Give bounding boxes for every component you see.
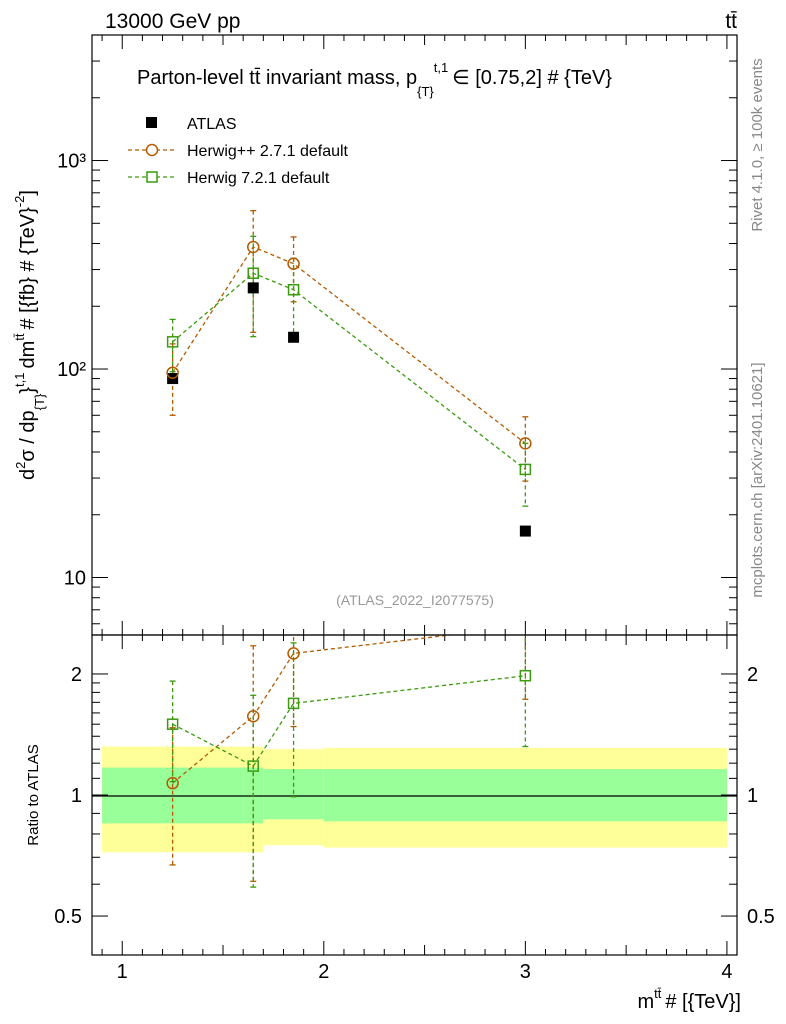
ratio-point-herwig7 <box>287 697 300 710</box>
y-tick-label: 10 <box>64 568 86 590</box>
x-tick-label: 1 <box>117 961 128 983</box>
ratio-point-herwigpp <box>166 776 179 790</box>
legend-marker-herwigpp <box>145 143 159 157</box>
data-point-herwig7 <box>166 336 179 348</box>
ratio-point-herwig7 <box>247 760 259 772</box>
analysis-id: (ATLAS_2022_I2077575) <box>336 592 494 608</box>
ratio-panel-lines <box>172 635 526 784</box>
x-axis-tick-labels: 1 2 3 4 <box>117 961 733 983</box>
ratio-point-herwigpp <box>247 709 260 723</box>
ratio-tick-label-right: 1 <box>747 785 758 807</box>
data-point-herwigpp <box>166 366 179 379</box>
main-panel-lines <box>172 246 526 470</box>
data-point-herwigpp <box>247 240 260 254</box>
data-point-atlas <box>519 525 531 537</box>
ratio-line-herwig7 <box>172 675 526 767</box>
plot-title: Parton-level tt̄ invariant mass, p{T}t,1… <box>137 60 612 99</box>
data-point-atlas <box>247 282 259 294</box>
data-point-herwig7 <box>519 463 532 476</box>
legend: ATLAS Herwig++ 2.7.1 default Herwig 7.2.… <box>128 116 349 187</box>
legend-marker-atlas <box>146 117 157 128</box>
legend-label-atlas: ATLAS <box>187 116 237 133</box>
data-point-atlas <box>288 331 300 343</box>
ratio-point-herwigpp <box>287 647 300 660</box>
ratio-inner-band <box>323 769 727 822</box>
x-axis-label: mtt̄ # [{TeV}] <box>637 986 741 1013</box>
ratio-line-herwigpp <box>172 635 456 784</box>
x-tick-label: 2 <box>318 961 329 983</box>
ratio-tick-label-left: 0.5 <box>54 906 82 928</box>
ratio-panel-frame <box>91 634 738 956</box>
data-point-herwigpp <box>287 257 300 270</box>
main-panel-ticks: 10 10² 10³ <box>57 34 737 635</box>
data-point-herwig7 <box>287 283 300 296</box>
ratio-panel: 0.5 0.5 1 1 2 2 Ratio to ATLAS <box>25 634 775 956</box>
main-panel-markers <box>166 240 532 537</box>
header-process: tt̄ <box>725 10 737 33</box>
y-axis-label: d2σ / dp{T}}t,1dmtt̄# [{fb} # {TeV}-2] <box>12 190 47 480</box>
ratio-uncertainty-bands <box>102 746 727 853</box>
data-point-herwig7 <box>247 267 259 279</box>
main-panel: 10 10² 10³ Parton-level tt̄ invariant mass… <box>12 34 738 636</box>
series-line-herwigpp <box>172 246 526 444</box>
y-tick-label: 10² <box>57 359 86 381</box>
series-line-herwig7 <box>172 272 526 470</box>
ratio-y-axis-label: Ratio to ATLAS <box>25 744 42 845</box>
ratio-tick-label-left: 2 <box>71 664 82 686</box>
ratio-tick-label-right: 0.5 <box>747 906 775 928</box>
ratio-point-herwig7 <box>166 718 179 730</box>
main-panel-errorbars <box>169 209 529 507</box>
ratio-panel-markers <box>166 647 532 790</box>
ratio-tick-label-right: 2 <box>747 664 758 686</box>
header-collision: 13000 GeV pp <box>105 10 240 33</box>
data-point-herwigpp <box>519 437 532 450</box>
x-tick-label: 3 <box>520 961 531 983</box>
ratio-point-herwig7 <box>519 669 532 682</box>
ratio-panel-ticks: 0.5 0.5 1 1 2 2 <box>54 635 775 955</box>
legend-marker-herwig7 <box>146 171 158 183</box>
x-tick-label: 4 <box>721 961 732 983</box>
mcplots-label: mcplots.cern.ch [arXiv:2401.10621] <box>749 362 766 597</box>
ratio-panel-errorbars <box>169 635 529 888</box>
y-tick-label: 10³ <box>57 151 86 173</box>
ratio-tick-label-left: 1 <box>71 785 82 807</box>
legend-label-herwigpp: Herwig++ 2.7.1 default <box>187 143 349 160</box>
legend-label-herwig7: Herwig 7.2.1 default <box>187 170 330 187</box>
rivet-version-label: Rivet 4.1.0, ≥ 100k events <box>749 58 766 231</box>
